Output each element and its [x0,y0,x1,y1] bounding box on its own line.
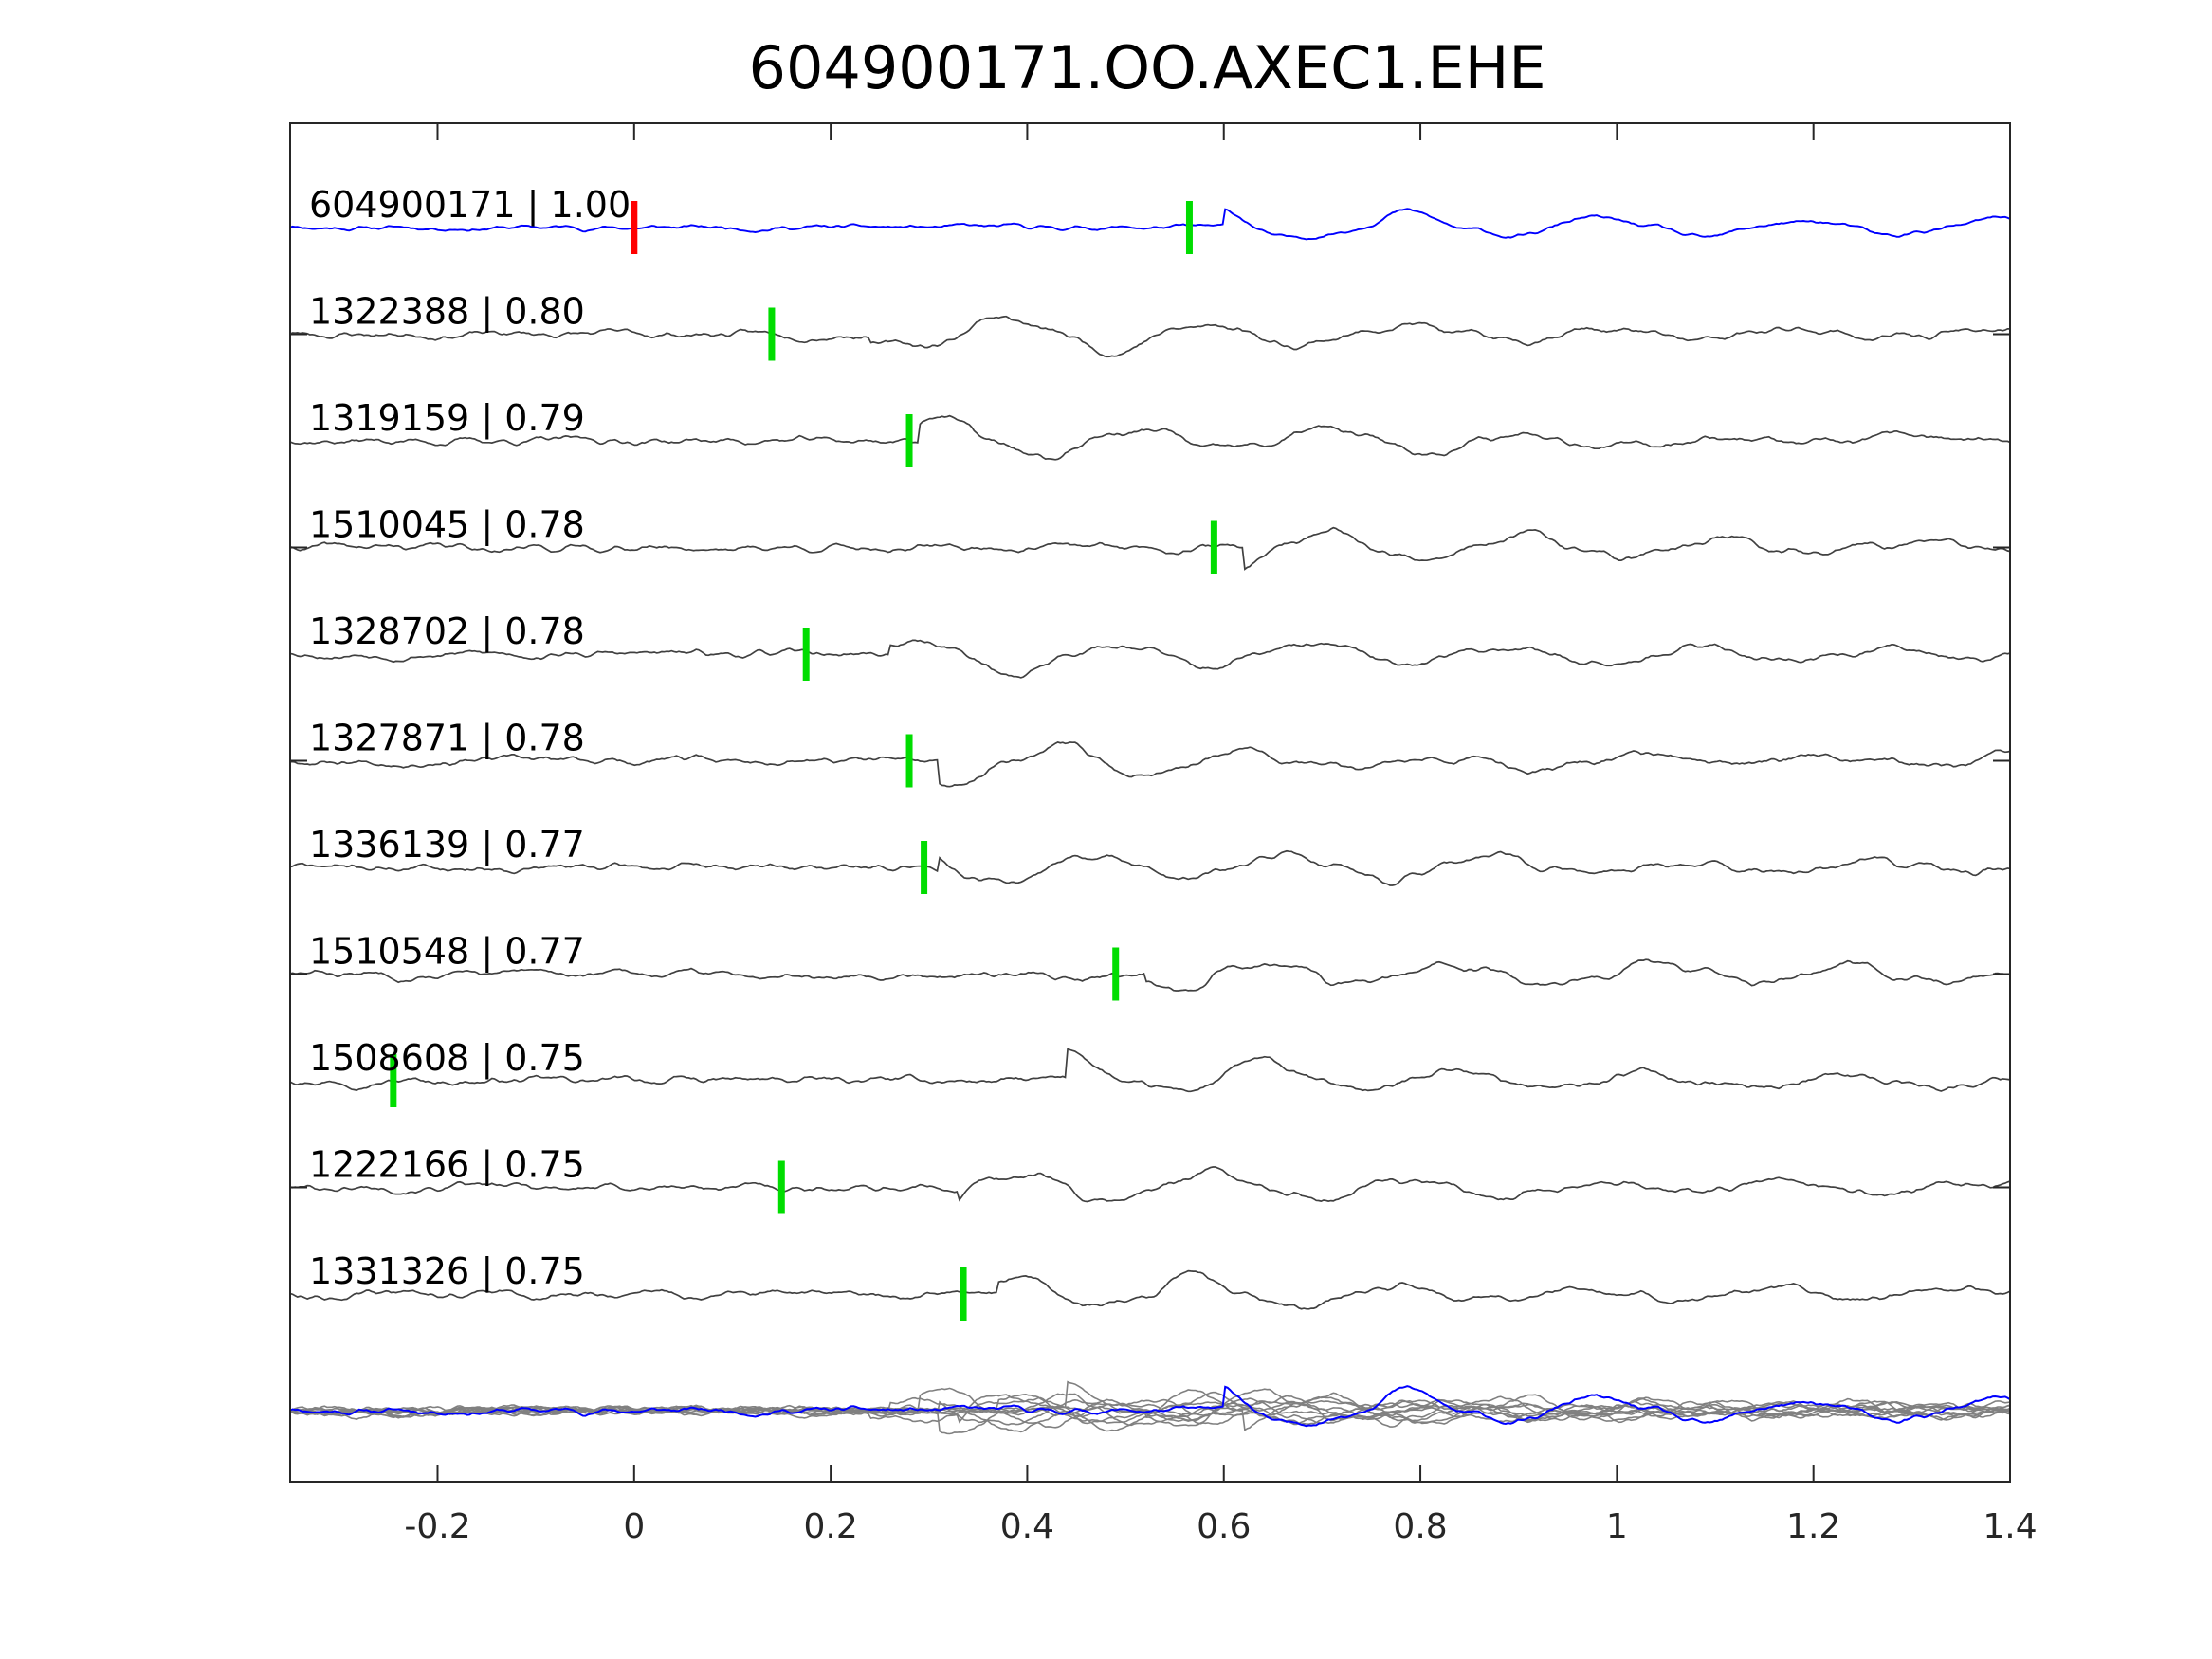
trace-label-1328702: 1328702 | 0.78 [309,611,585,653]
x-tick-label: 1.4 [1983,1507,2037,1546]
stack-layer [289,1380,2011,1435]
markers-layer [390,201,1217,1321]
x-tick-label: 0.2 [803,1507,857,1546]
trace-1222166 [289,1166,2011,1203]
x-tick-label: 1.2 [1786,1507,1840,1546]
trace-1331326 [289,1269,2011,1310]
trace-label-1331326: 1331326 | 0.75 [309,1250,585,1293]
labels-layer: 604900171 | 1.00 1322388 | 0.80 1319159 | … [309,184,631,1293]
trace-label-1319159: 1319159 | 0.79 [309,397,585,440]
stack-trace-1319159 [289,1387,2011,1429]
trace-label-1336139: 1336139 | 0.77 [309,824,585,866]
x-tick-label: 0.8 [1393,1507,1447,1546]
traces-layer [289,208,2011,1310]
x-tick-label: 0.4 [1000,1507,1054,1546]
trace-1510045 [289,526,2011,571]
trace-1336139 [289,849,2011,886]
x-tick-label: 1 [1606,1507,1628,1546]
trace-1327871 [290,740,2011,788]
trace-label-1510548: 1510548 | 0.77 [309,931,585,974]
trace-label-604900171: 604900171 | 1.00 [309,184,631,227]
trace-1319159 [289,414,2011,461]
stack-trace-reference [289,1385,2011,1428]
trace-1322388 [289,315,2010,358]
trace-label-1510045: 1510045 | 0.78 [309,504,585,547]
trace-label-1222166: 1222166 | 0.75 [309,1144,585,1187]
chart-title: 604900171.OO.AXEC1.EHE [749,33,1546,102]
x-tick-label: -0.2 [404,1507,470,1546]
trace-1510548 [289,958,2011,992]
x-tick-label: 0 [623,1507,645,1546]
plot-frame [289,122,2011,1483]
trace-604900171 [289,208,2011,241]
trace-label-1508608: 1508608 | 0.75 [309,1037,585,1080]
trace-1508608 [289,1048,2011,1093]
x-axis: -0.2 0 0.2 0.4 0.6 0.8 1 1.2 1.4 [290,123,2038,1546]
trace-1328702 [289,639,2011,679]
trace-label-1327871: 1327871 | 0.78 [309,718,585,760]
x-tick-label: 0.6 [1197,1507,1251,1546]
stack-trace-1328702 [289,1396,2011,1433]
trace-label-1322388: 1322388 | 0.80 [309,291,585,334]
